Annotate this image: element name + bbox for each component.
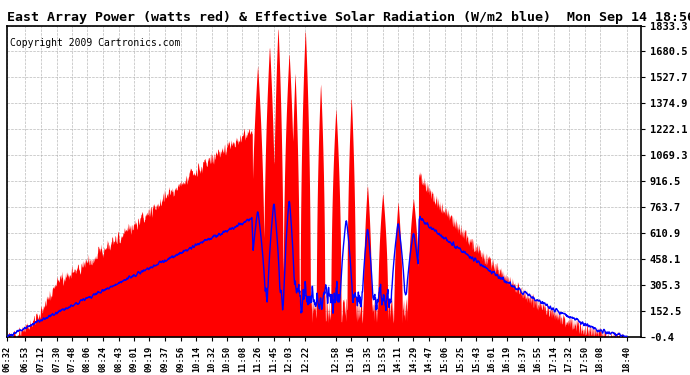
Text: East Array Power (watts red) & Effective Solar Radiation (W/m2 blue)  Mon Sep 14: East Array Power (watts red) & Effective… (7, 11, 690, 24)
Text: Copyright 2009 Cartronics.com: Copyright 2009 Cartronics.com (10, 38, 181, 48)
